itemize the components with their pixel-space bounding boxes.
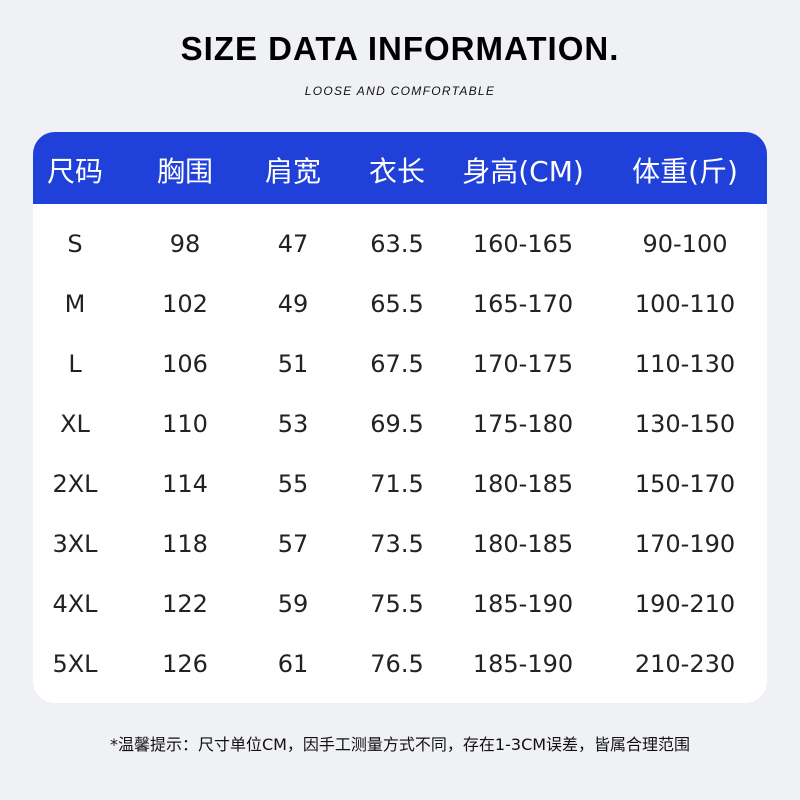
table-cell: 71.5 bbox=[370, 470, 424, 498]
table-row: S 98 47 63.5 160-165 90-100 bbox=[33, 214, 767, 274]
table-row: 4XL 122 59 75.5 185-190 190-210 bbox=[33, 574, 767, 634]
table-cell: 90-100 bbox=[642, 230, 728, 258]
table-cell: 76.5 bbox=[370, 650, 424, 678]
table-cell: 102 bbox=[162, 290, 208, 318]
table-header: 尺码 胸围 肩宽 衣长 身高(CM) 体重(斤) bbox=[33, 132, 767, 204]
table-cell: 180-185 bbox=[472, 470, 574, 498]
page-title: SIZE DATA INFORMATION. bbox=[180, 30, 620, 67]
table-cell: L bbox=[68, 350, 82, 378]
table-row: 2XL 114 55 71.5 180-185 150-170 bbox=[33, 454, 767, 514]
table-cell: 100-110 bbox=[634, 290, 736, 318]
table-cell: 190-210 bbox=[634, 590, 736, 618]
table-row: 3XL 118 57 73.5 180-185 170-190 bbox=[33, 514, 767, 574]
table-cell: 130-150 bbox=[634, 410, 736, 438]
header-cell: 体重(斤) bbox=[632, 155, 738, 188]
table-cell: 150-170 bbox=[634, 470, 736, 498]
table-cell: 110-130 bbox=[634, 350, 736, 378]
table-cell: 98 bbox=[169, 230, 201, 258]
table-row: XL 110 53 69.5 175-180 130-150 bbox=[33, 394, 767, 454]
table-cell: 51 bbox=[277, 350, 309, 378]
table-cell: 69.5 bbox=[370, 410, 424, 438]
header-cell: 胸围 bbox=[156, 155, 214, 188]
table-cell: 63.5 bbox=[370, 230, 424, 258]
table-cell: 59 bbox=[277, 590, 309, 618]
table-cell: 122 bbox=[162, 590, 208, 618]
table-cell: S bbox=[67, 230, 83, 258]
table-cell: 53 bbox=[277, 410, 309, 438]
table-row: 5XL 126 61 76.5 185-190 210-230 bbox=[33, 634, 767, 694]
table-cell: 3XL bbox=[52, 530, 98, 558]
table-cell: 75.5 bbox=[370, 590, 424, 618]
table-cell: 126 bbox=[162, 650, 208, 678]
table-cell: 55 bbox=[277, 470, 309, 498]
table-cell: 165-170 bbox=[472, 290, 574, 318]
header-cell: 尺码 bbox=[46, 155, 104, 188]
table-cell: 2XL bbox=[52, 470, 98, 498]
table-cell: 114 bbox=[162, 470, 208, 498]
page-subtitle: LOOSE AND COMFORTABLE bbox=[304, 84, 496, 98]
table-cell: 5XL bbox=[52, 650, 98, 678]
table-cell: 61 bbox=[277, 650, 309, 678]
size-note: *温馨提示：尺寸单位CM，因手工测量方式不同，存在1-3CM误差，皆属合理范围 bbox=[109, 735, 691, 754]
table-row: M 102 49 65.5 165-170 100-110 bbox=[33, 274, 767, 334]
table-cell: 170-175 bbox=[472, 350, 574, 378]
table-cell: 65.5 bbox=[370, 290, 424, 318]
table-cell: 185-190 bbox=[472, 650, 574, 678]
table-cell: 67.5 bbox=[370, 350, 424, 378]
table-cell: 210-230 bbox=[634, 650, 736, 678]
header-cell: 衣长 bbox=[368, 155, 426, 188]
table-cell: 106 bbox=[162, 350, 208, 378]
header-cell: 身高(CM) bbox=[462, 155, 584, 188]
table-cell: 170-190 bbox=[634, 530, 736, 558]
table-cell: M bbox=[64, 290, 86, 318]
table-cell: 118 bbox=[162, 530, 208, 558]
table-cell: 57 bbox=[277, 530, 309, 558]
table-cell: XL bbox=[60, 410, 90, 438]
table-cell: 160-165 bbox=[472, 230, 574, 258]
table-cell: 47 bbox=[277, 230, 309, 258]
table-cell: 175-180 bbox=[472, 410, 574, 438]
table-cell: 110 bbox=[162, 410, 208, 438]
table-cell: 73.5 bbox=[370, 530, 424, 558]
table-cell: 49 bbox=[277, 290, 309, 318]
table-cell: 4XL bbox=[52, 590, 98, 618]
size-table: 尺码 胸围 肩宽 衣长 身高(CM) 体重(斤) S 98 47 63.5 160-16… bbox=[33, 132, 767, 703]
table-cell: 185-190 bbox=[472, 590, 574, 618]
header-cell: 肩宽 bbox=[264, 155, 322, 188]
table-row: L 106 51 67.5 170-175 110-130 bbox=[33, 334, 767, 394]
table-cell: 180-185 bbox=[472, 530, 574, 558]
